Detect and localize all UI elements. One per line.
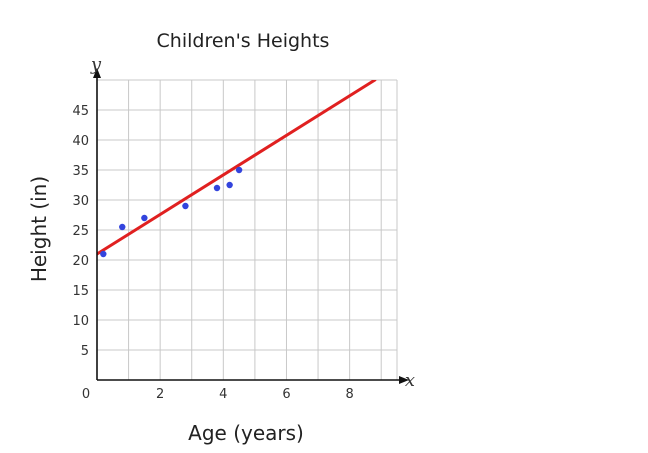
- x-tick-label: 2: [156, 387, 164, 402]
- data-point: [213, 184, 221, 192]
- data-point: [141, 214, 148, 222]
- trend-line-layer: [97, 80, 377, 256]
- y-tick-label: 45: [72, 104, 89, 119]
- data-point: [235, 166, 243, 174]
- grid: [97, 79, 398, 380]
- x-axis-arrow: [399, 376, 409, 384]
- origin-label: 0: [82, 387, 90, 402]
- x-tick-label: 4: [219, 387, 227, 402]
- tick-labels: 2 4 6 8 5 10 15 20 25 30 35 40 45: [72, 104, 353, 402]
- y-tick-label: 40: [72, 134, 89, 149]
- axes: [93, 68, 409, 384]
- x-tick-label: 6: [282, 387, 290, 402]
- data-point: [226, 181, 233, 189]
- y-tick-label: 25: [72, 224, 89, 239]
- chart-title: Children's Heights: [157, 30, 330, 52]
- trend-line: [97, 80, 377, 256]
- data-points: [100, 166, 243, 258]
- data-point: [100, 250, 107, 258]
- x-axis-variable: x: [405, 370, 415, 391]
- y-tick-label: 20: [72, 254, 89, 269]
- y-tick-label: 5: [81, 344, 89, 359]
- data-point: [119, 223, 126, 231]
- y-tick-label: 10: [72, 314, 89, 329]
- x-axis-label: Age (years): [188, 421, 304, 445]
- y-axis-arrow: [93, 68, 101, 78]
- y-tick-label: 35: [72, 164, 89, 179]
- y-tick-label: 15: [72, 284, 89, 299]
- x-tick-label: 8: [345, 387, 353, 402]
- y-axis-label: Height (in): [27, 176, 51, 282]
- y-tick-label: 30: [72, 194, 89, 209]
- y-axis-variable: y: [90, 54, 102, 75]
- data-point: [182, 202, 189, 210]
